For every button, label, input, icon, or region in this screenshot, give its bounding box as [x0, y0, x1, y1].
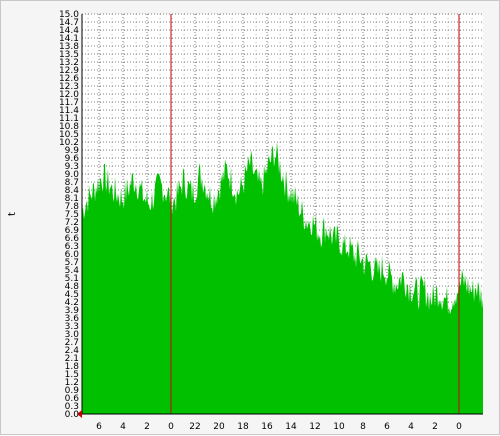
x-tick-label: 4	[120, 422, 126, 432]
y-tick-label: 9.0	[65, 170, 80, 180]
x-tick-label: 20	[213, 422, 225, 432]
y-tick-label: 7.8	[65, 202, 80, 212]
x-tick-label: 16	[261, 422, 273, 432]
y-tick-label: 11.4	[59, 106, 79, 116]
x-tick-label: 6	[96, 422, 102, 432]
y-tick-label: 14.4	[59, 26, 79, 36]
y-tick-label: 4.5	[65, 290, 79, 300]
y-tick-label: 6.6	[65, 234, 80, 244]
x-tick-label: 0	[456, 422, 462, 432]
y-tick-label: 11.1	[59, 114, 79, 124]
y-tick-label: 12.0	[59, 90, 79, 100]
y-tick-label: 7.2	[65, 218, 79, 228]
y-tick-label: 4.8	[65, 282, 80, 292]
y-tick-label: 12.3	[59, 82, 79, 92]
y-tick-label: 10.2	[59, 138, 79, 148]
y-tick-labels: 0.00.30.60.91.21.51.82.12.42.73.03.33.63…	[59, 10, 79, 420]
x-tick-label: 18	[237, 422, 249, 432]
y-tick-label: 0.6	[65, 394, 80, 404]
x-tick-label: 2	[144, 422, 150, 432]
y-tick-label: 13.5	[59, 50, 79, 60]
x-tick-label: 10	[333, 422, 345, 432]
x-tick-label: 2	[432, 422, 438, 432]
y-tick-label: 1.8	[65, 362, 80, 372]
y-tick-label: 14.1	[59, 34, 79, 44]
y-tick-label: 9.3	[65, 162, 79, 172]
y-tick-label: 13.8	[59, 42, 79, 52]
y-tick-label: 8.1	[65, 194, 79, 204]
y-tick-label: 5.4	[65, 266, 80, 276]
y-tick-label: 1.5	[65, 370, 79, 380]
origin-arrow-icon	[77, 410, 82, 418]
y-tick-label: 0.9	[65, 386, 80, 396]
x-tick-label: 6	[384, 422, 390, 432]
x-tick-label: 4	[408, 422, 414, 432]
y-tick-label: 0.3	[65, 402, 79, 412]
y-tick-label: 6.9	[65, 226, 80, 236]
y-tick-label: 2.4	[65, 346, 80, 356]
x-tick-label: 22	[189, 422, 200, 432]
x-tick-label: 14	[285, 422, 297, 432]
y-tick-label: 6.3	[65, 242, 79, 252]
x-tick-label: 12	[309, 422, 320, 432]
y-tick-label: 10.8	[59, 122, 79, 132]
y-tick-label: 7.5	[65, 210, 79, 220]
y-tick-label: 13.2	[59, 58, 79, 68]
y-tick-label: 4.2	[65, 298, 79, 308]
y-tick-label: 8.7	[65, 178, 79, 188]
y-tick-label: 5.1	[65, 274, 79, 284]
y-tick-label: 11.7	[59, 98, 79, 108]
y-tick-label: 3.0	[65, 330, 80, 340]
y-tick-label: 1.2	[65, 378, 79, 388]
y-tick-label: 10.5	[59, 130, 79, 140]
y-tick-label: 12.6	[59, 74, 79, 84]
y-tick-label: 9.9	[65, 146, 80, 156]
x-tick-label: 0	[168, 422, 174, 432]
x-tick-label: 8	[360, 422, 366, 432]
y-tick-label: 0.0	[65, 410, 80, 420]
y-tick-label: 2.1	[65, 354, 79, 364]
y-tick-label: 2.7	[65, 338, 79, 348]
y-tick-label: 8.4	[65, 186, 80, 196]
day-boundary-markers	[170, 14, 460, 414]
y-tick-label: 6.0	[65, 250, 80, 260]
y-tick-label: 12.9	[59, 66, 79, 76]
y-axis-label: t	[7, 212, 18, 216]
y-tick-label: 9.6	[65, 154, 80, 164]
series-area	[82, 141, 483, 414]
y-tick-label: 3.3	[65, 322, 79, 332]
x-tick-labels: 6 4 2 0 22 20 18 16 14 12 10 8 6 4 2 0	[96, 422, 462, 432]
y-tick-label: 3.6	[65, 314, 80, 324]
y-tick-label: 15.0	[59, 10, 79, 20]
y-tick-label: 14.7	[59, 18, 79, 28]
y-tick-label: 3.9	[65, 306, 80, 316]
y-tick-label: 5.7	[65, 258, 79, 268]
